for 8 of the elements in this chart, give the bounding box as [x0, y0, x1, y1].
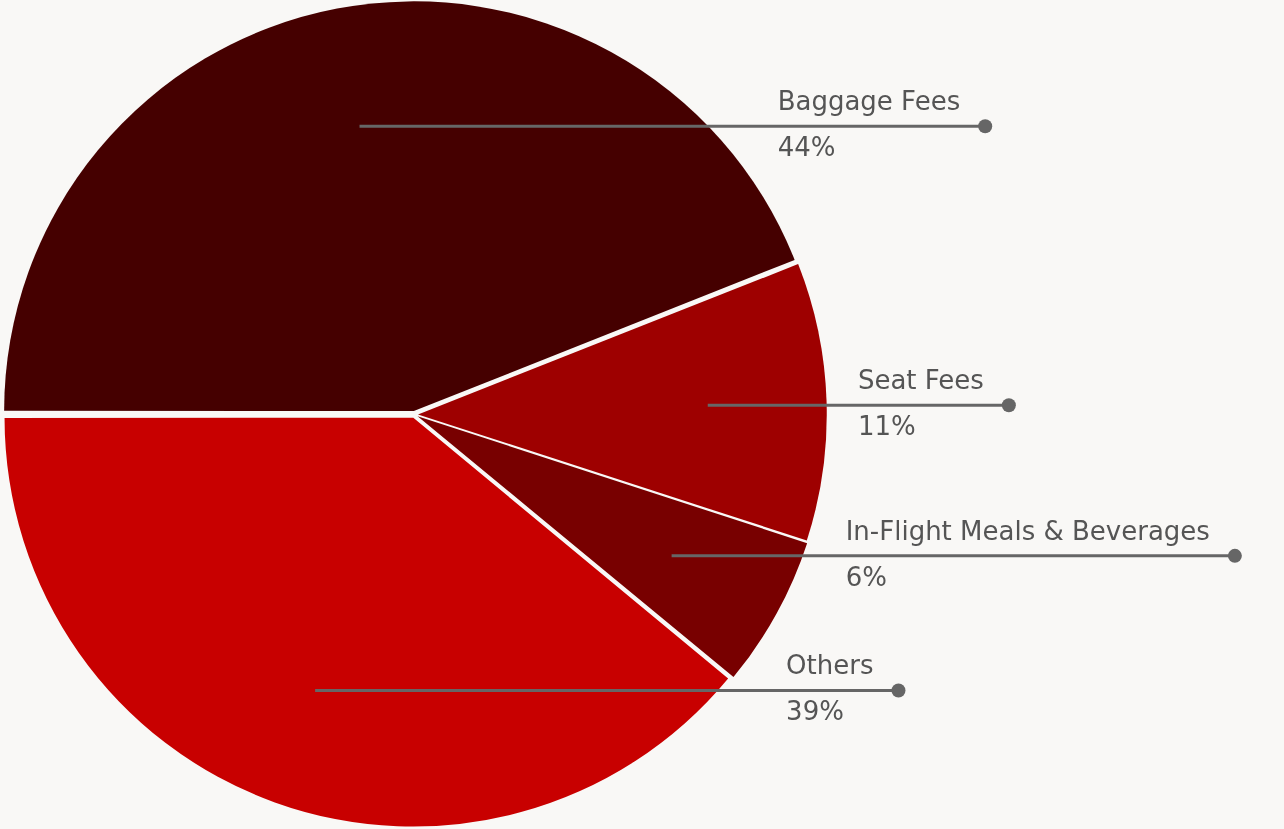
slice-label: Others [786, 650, 874, 681]
slice-label: Seat Fees [857, 365, 984, 396]
slice-label: In-Flight Meals & Beverages [845, 515, 1210, 546]
data-label: 39% [786, 696, 844, 727]
slice-label: Baggage Fees [777, 86, 961, 117]
data-label: 11% [857, 411, 916, 442]
data-label: 6% [845, 561, 887, 592]
data-label: 44% [777, 132, 836, 163]
